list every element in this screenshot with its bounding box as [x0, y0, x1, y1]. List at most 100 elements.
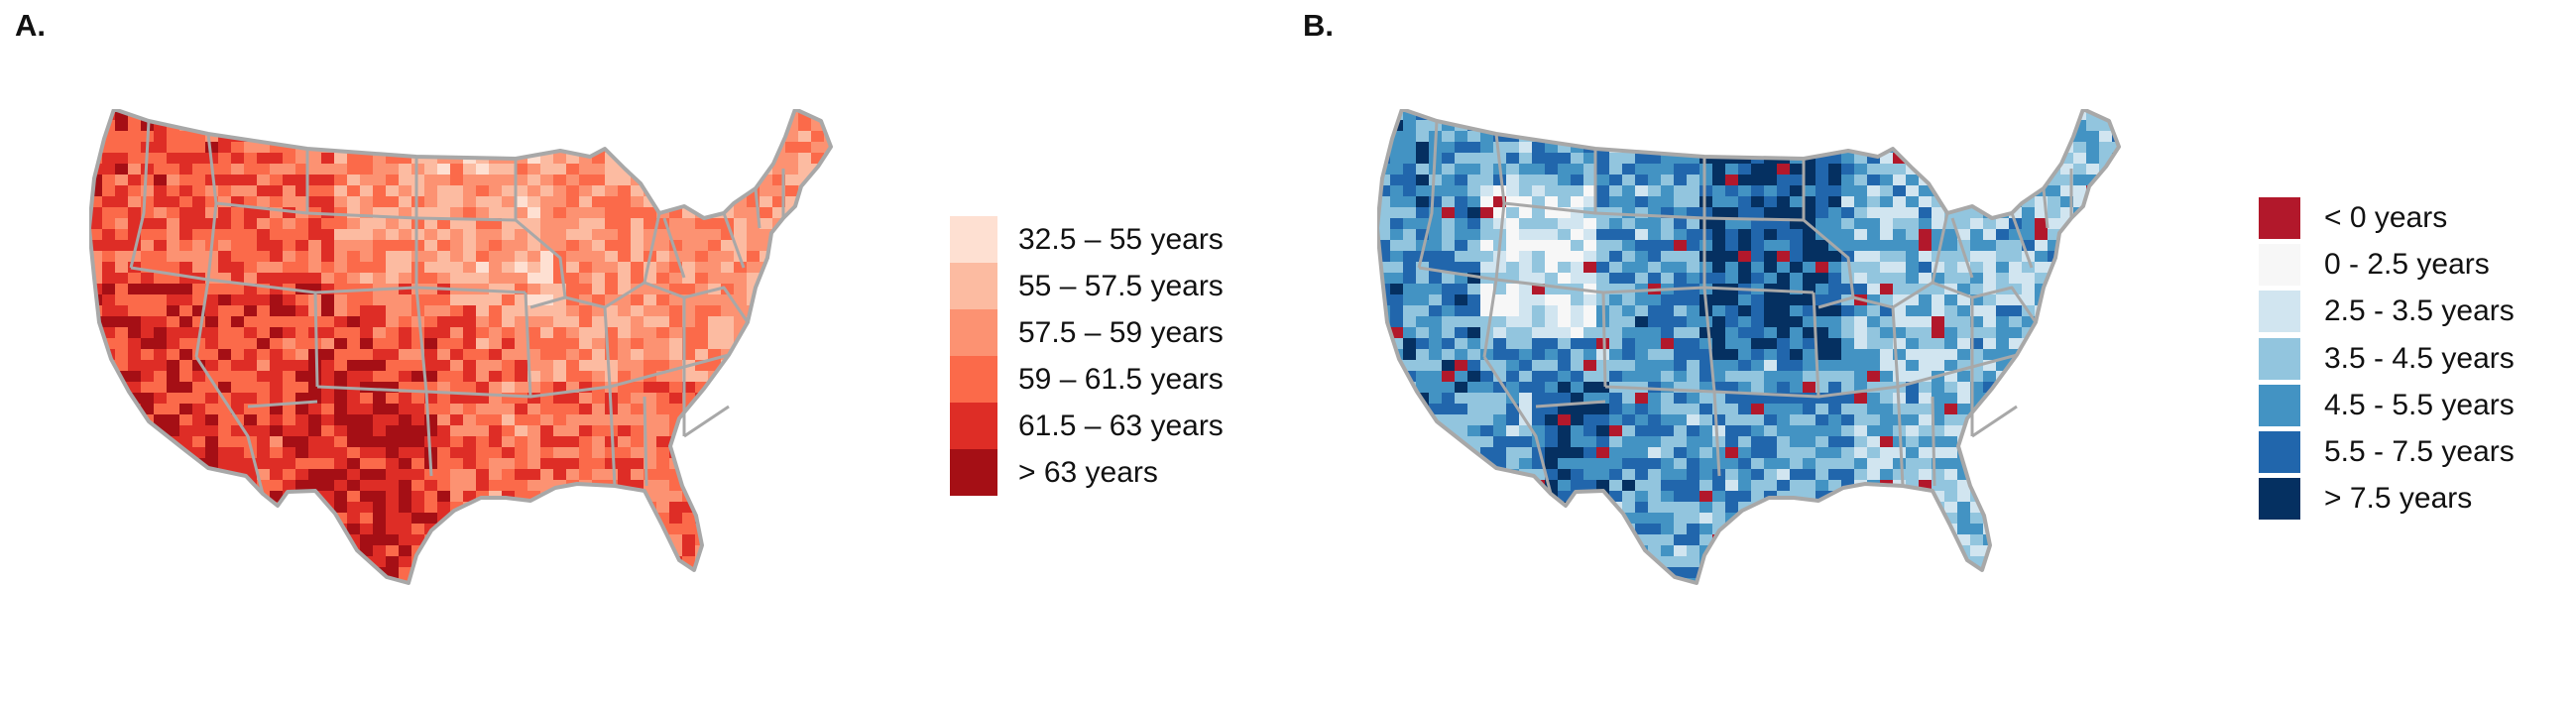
county-tile — [192, 513, 206, 525]
county-tile — [1442, 382, 1456, 394]
county-tile — [1583, 305, 1597, 317]
county-tile — [1377, 251, 1391, 263]
county-tile — [1609, 305, 1623, 317]
county-tile — [102, 240, 116, 252]
county-tile — [1893, 196, 1907, 208]
county-tile — [734, 425, 748, 437]
county-tile — [167, 338, 180, 350]
county-tile — [399, 251, 412, 263]
county-tile — [102, 207, 116, 219]
county-tile — [1725, 469, 1739, 481]
county-tile — [283, 567, 296, 579]
county-tile — [476, 425, 490, 437]
county-tile — [527, 436, 541, 448]
state-border — [754, 187, 761, 229]
county-tile — [1661, 109, 1675, 121]
county-tile — [1571, 414, 1584, 426]
county-tile — [824, 404, 831, 415]
county-tile — [1519, 436, 1533, 448]
county-tile — [295, 185, 309, 197]
county-tile — [257, 251, 271, 263]
county-tile — [1687, 404, 1700, 415]
county-tile — [231, 142, 245, 154]
county-tile — [798, 458, 812, 470]
county-tile — [1403, 196, 1417, 208]
county-tile — [218, 338, 232, 350]
county-tile — [1429, 175, 1443, 186]
county-tile — [631, 262, 644, 274]
county-tile — [669, 589, 683, 595]
county-tile — [1416, 480, 1430, 492]
county-tile — [1635, 175, 1649, 186]
county-tile — [2125, 491, 2139, 503]
county-tile — [1957, 262, 1971, 274]
county-tile — [411, 229, 425, 241]
county-tile — [1777, 262, 1791, 274]
county-tile — [631, 109, 644, 121]
county-tile — [760, 491, 773, 503]
county-tile — [1455, 502, 1468, 514]
county-tile — [1467, 185, 1481, 197]
county-tile — [437, 109, 451, 121]
county-tile — [2099, 273, 2113, 285]
county-tile — [1648, 175, 1662, 186]
county-tile — [218, 534, 232, 546]
county-tile — [167, 273, 180, 285]
county-tile — [1906, 425, 1920, 437]
county-tile — [347, 513, 361, 525]
county-tile — [837, 142, 851, 154]
county-tile — [592, 120, 606, 132]
county-tile — [2073, 404, 2087, 415]
county-tile — [2099, 251, 2113, 263]
county-tile — [1790, 349, 1804, 361]
county-tile — [321, 251, 335, 263]
county-tile — [257, 469, 271, 481]
county-tile — [1764, 273, 1778, 285]
county-tile — [669, 218, 683, 230]
county-tile — [515, 404, 528, 415]
county-tile — [386, 567, 400, 579]
county-tile — [1944, 393, 1958, 405]
county-tile — [1635, 305, 1649, 317]
county-tile — [553, 491, 567, 503]
county-tile — [334, 153, 348, 165]
county-tile — [644, 273, 657, 285]
county-tile — [399, 491, 412, 503]
county-tile — [437, 262, 451, 274]
county-tile — [837, 480, 851, 492]
county-tile — [128, 458, 142, 470]
county-tile — [721, 120, 735, 132]
county-tile — [179, 207, 193, 219]
county-tile — [1970, 382, 1984, 394]
county-tile — [515, 524, 528, 535]
county-tile — [785, 393, 799, 405]
county-tile — [1983, 305, 1997, 317]
county-tile — [1996, 502, 2010, 514]
county-tile — [1699, 338, 1713, 350]
county-tile — [295, 447, 309, 459]
county-tile — [2060, 153, 2074, 165]
county-tile — [785, 502, 799, 514]
county-tile — [386, 404, 400, 415]
county-tile — [760, 502, 773, 514]
county-tile — [579, 196, 593, 208]
county-tile — [631, 207, 644, 219]
county-tile — [1777, 382, 1791, 394]
county-tile — [192, 305, 206, 317]
county-tile — [308, 131, 322, 143]
county-tile — [553, 545, 567, 557]
county-tile — [2009, 185, 2023, 197]
county-tile — [205, 338, 219, 350]
county-tile — [1493, 491, 1507, 503]
county-tile — [811, 338, 825, 350]
county-tile — [141, 371, 155, 383]
county-tile — [527, 469, 541, 481]
county-tile — [437, 218, 451, 230]
county-tile — [760, 589, 773, 595]
county-tile — [1416, 513, 1430, 525]
county-tile — [1854, 327, 1868, 339]
county-tile — [1919, 240, 1932, 252]
county-tile — [734, 556, 748, 568]
county-tile — [102, 218, 116, 230]
county-tile — [270, 425, 284, 437]
